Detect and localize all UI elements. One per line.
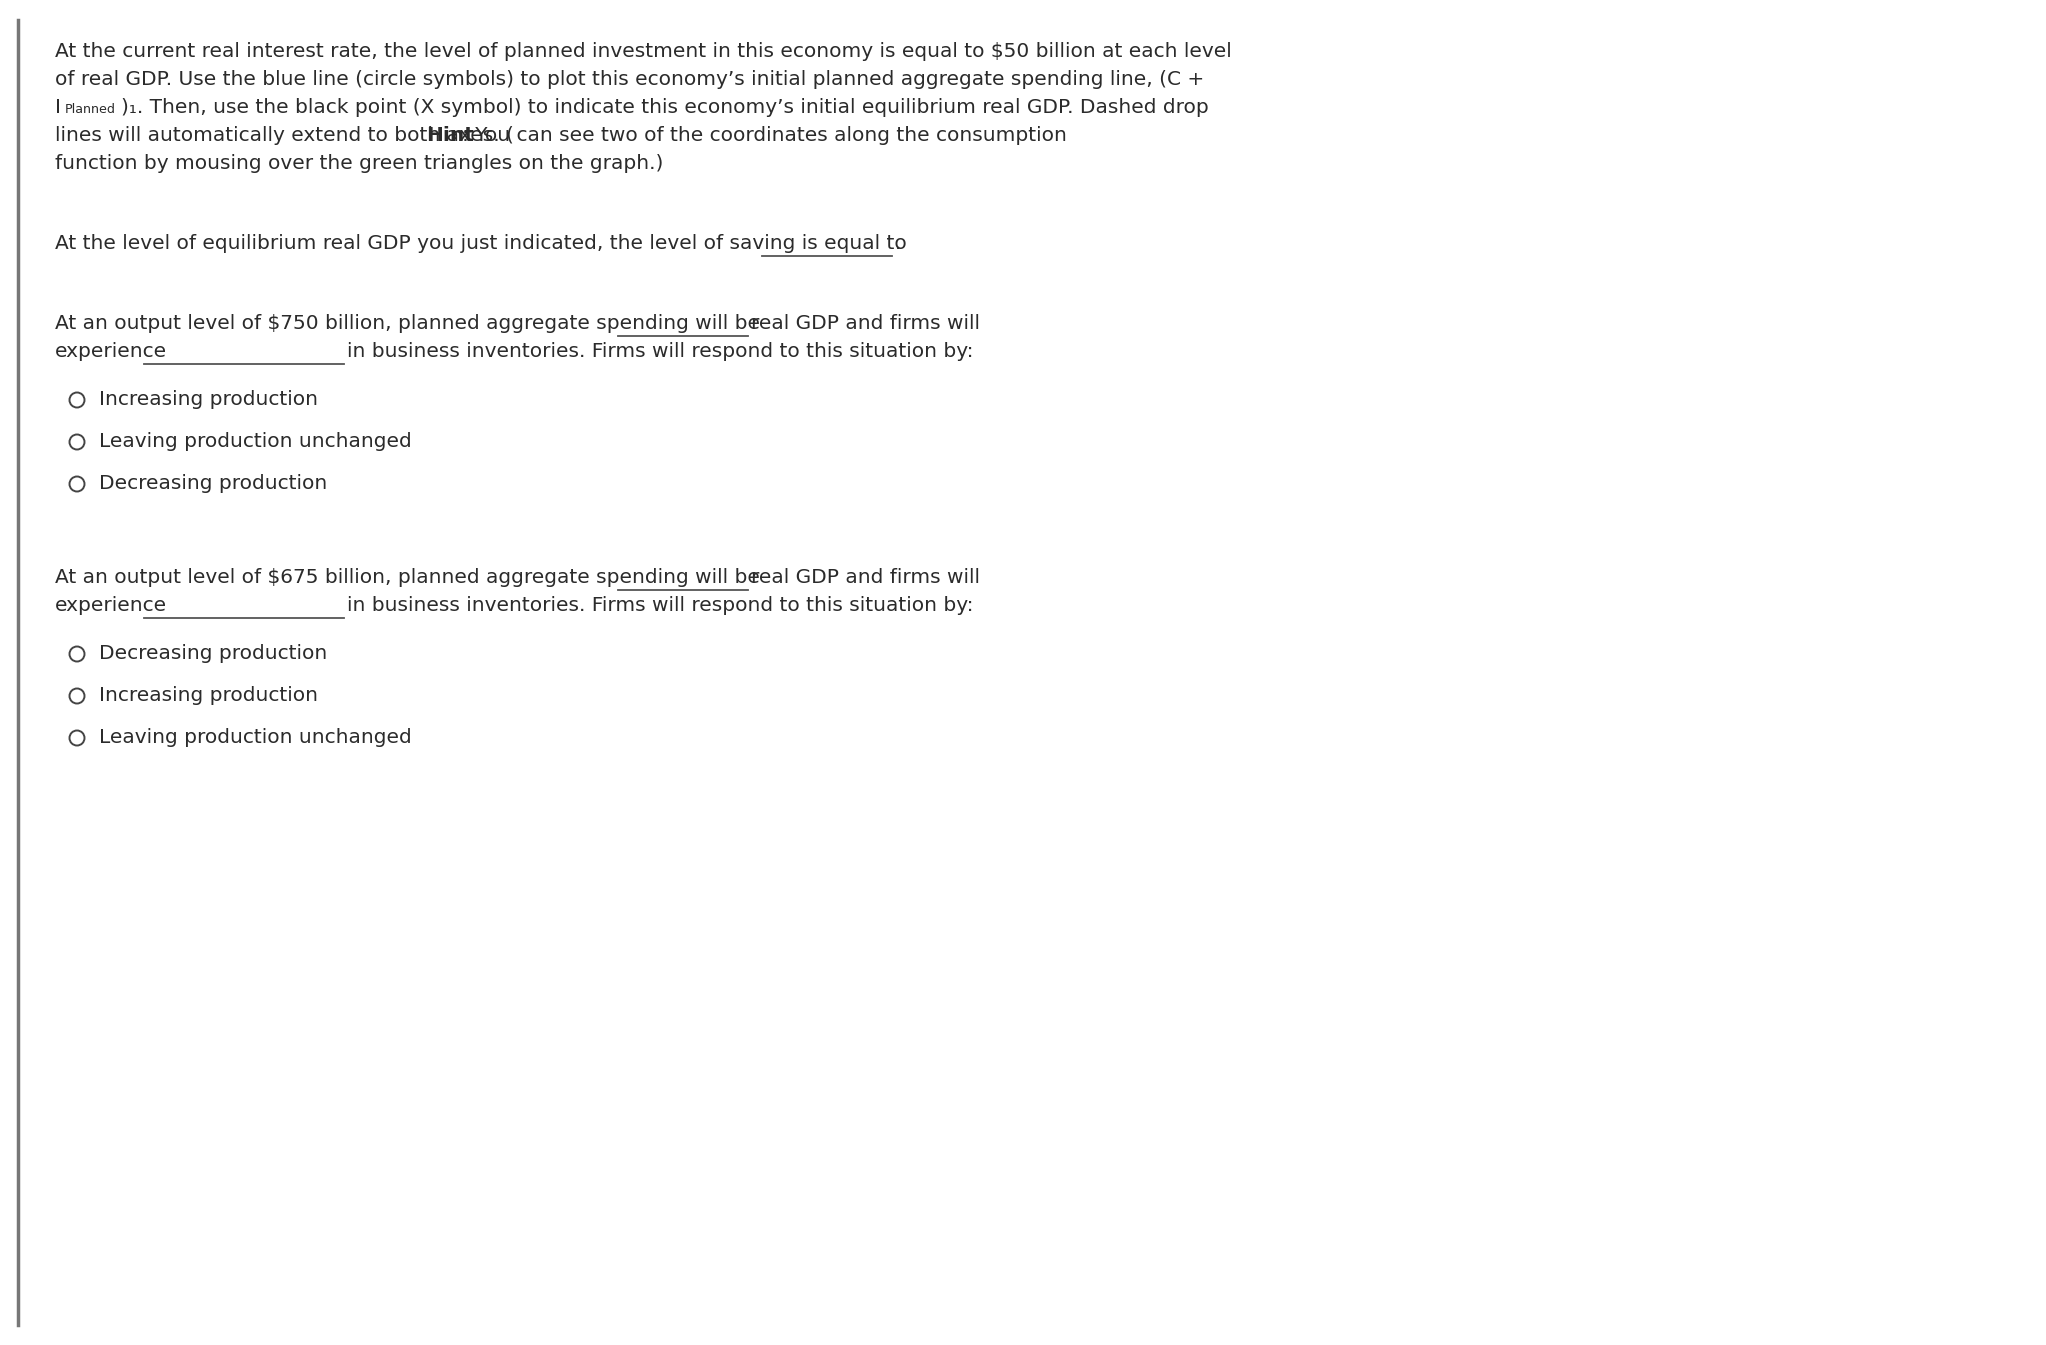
Text: I: I	[55, 98, 61, 117]
Text: function by mousing over the green triangles on the graph.): function by mousing over the green trian…	[55, 153, 663, 174]
Text: Increasing production: Increasing production	[98, 686, 317, 705]
Text: Decreasing production: Decreasing production	[98, 473, 327, 494]
Text: Decreasing production: Decreasing production	[98, 644, 327, 663]
Text: Leaving production unchanged: Leaving production unchanged	[98, 432, 411, 451]
Text: in business inventories. Firms will respond to this situation by:: in business inventories. Firms will resp…	[348, 596, 974, 615]
Text: At the level of equilibrium real GDP you just indicated, the level of saving is : At the level of equilibrium real GDP you…	[55, 234, 906, 253]
Text: experience: experience	[55, 596, 168, 615]
Text: )₁. Then, use the black point (X symbol) to indicate this economy’s initial equi: )₁. Then, use the black point (X symbol)…	[121, 98, 1209, 117]
Text: .: .	[896, 234, 902, 253]
Text: Leaving production unchanged: Leaving production unchanged	[98, 728, 411, 746]
Text: Increasing production: Increasing production	[98, 390, 317, 409]
Text: At an output level of $750 billion, planned aggregate spending will be: At an output level of $750 billion, plan…	[55, 313, 759, 334]
Text: experience: experience	[55, 342, 168, 360]
Text: lines will automatically extend to both axes. (: lines will automatically extend to both …	[55, 126, 514, 145]
Text: real GDP and firms will: real GDP and firms will	[751, 313, 980, 334]
Text: At the current real interest rate, the level of planned investment in this econo: At the current real interest rate, the l…	[55, 42, 1232, 61]
Text: : You can see two of the coordinates along the consumption: : You can see two of the coordinates alo…	[462, 126, 1066, 145]
Text: At an output level of $675 billion, planned aggregate spending will be: At an output level of $675 billion, plan…	[55, 568, 759, 586]
Text: real GDP and firms will: real GDP and firms will	[751, 568, 980, 586]
Text: of real GDP. Use the blue line (circle symbols) to plot this economy’s initial p: of real GDP. Use the blue line (circle s…	[55, 70, 1205, 89]
Text: Hint: Hint	[426, 126, 475, 145]
Text: in business inventories. Firms will respond to this situation by:: in business inventories. Firms will resp…	[348, 342, 974, 360]
Text: Planned: Planned	[65, 104, 117, 116]
